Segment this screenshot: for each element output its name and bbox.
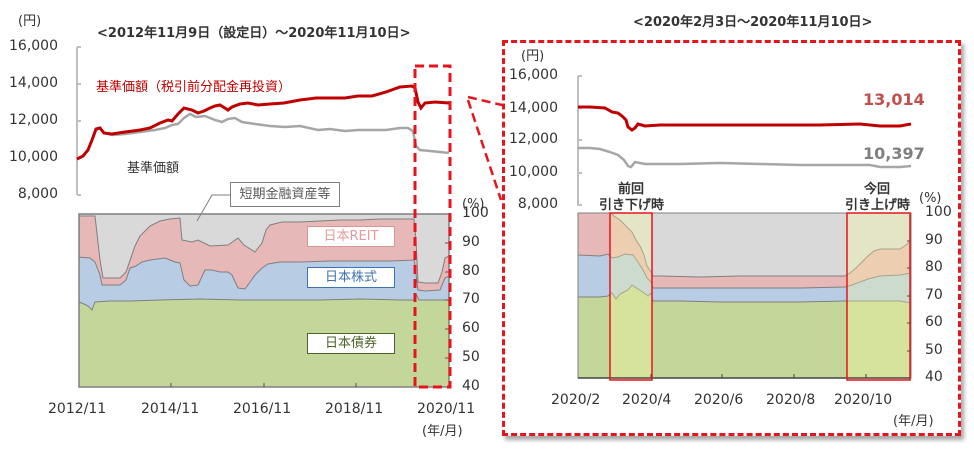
- left-x-tick: 2014/11: [141, 401, 200, 417]
- right-pct-tick: 60: [925, 314, 943, 330]
- right-pct-tick: 100: [925, 204, 952, 220]
- legend-short-term: 短期金融資産等: [230, 182, 340, 207]
- right-x-tick: 2020/2: [551, 392, 601, 408]
- right-price-unit: (円): [521, 49, 545, 64]
- left-x-tick: 2012/11: [48, 401, 107, 417]
- left-highlight-box: [413, 64, 452, 389]
- annotation-curr-line2: 引き上げ時: [845, 198, 911, 213]
- left-price-tick: 16,000: [9, 38, 58, 54]
- right-x-tick: 2020/8: [766, 392, 816, 408]
- right-nav-line: [578, 146, 912, 169]
- legend-bond: 日本債券: [307, 333, 395, 354]
- label-nav: 基準価額: [127, 161, 180, 176]
- right-price-tick: 12,000: [509, 131, 558, 147]
- right-x-tick: 2020/4: [622, 392, 672, 408]
- left-x-tick: 2018/11: [325, 401, 384, 417]
- right-price-tick: 16,000: [509, 67, 558, 83]
- legend-reit: 日本REIT: [307, 226, 395, 247]
- nav-reinvested-line: [76, 84, 450, 161]
- annotation-curr-line1: 今回: [864, 182, 891, 197]
- right-chart-title: <2020年2月3日～2020年11月10日>: [633, 15, 873, 30]
- left-pct-tick: 70: [462, 291, 480, 307]
- annotation-prev-line2: 引き下げ時: [599, 198, 665, 213]
- left-pct-tick: 40: [462, 378, 480, 394]
- right-pct-tick: 90: [925, 232, 943, 248]
- annotation-prev-line1: 前回: [618, 182, 645, 197]
- highlight-curr-box: [846, 212, 911, 381]
- right-pct-tick: 40: [925, 369, 943, 385]
- right-pct-tick: 80: [925, 259, 943, 275]
- left-x-tick: 2020/11: [417, 401, 476, 417]
- right-value-reinvested: 13,014: [863, 90, 925, 109]
- right-value-nav: 10,397: [863, 144, 925, 163]
- right-pct-unit: (%): [919, 191, 942, 206]
- left-pct-tick: 60: [462, 320, 480, 336]
- right-x-tick: 2020/6: [694, 392, 744, 408]
- left-pct-tick: 100: [462, 205, 489, 221]
- right-x-tick: 2020/10: [834, 392, 893, 408]
- left-pct-unit: (%): [462, 197, 485, 212]
- right-pct-tick: 50: [925, 342, 943, 358]
- legend-equity: 日本株式: [307, 267, 395, 288]
- right-x-unit: (年/月): [893, 414, 934, 429]
- left-pct-tick: 80: [462, 263, 480, 279]
- left-x-unit: (年/月): [422, 424, 463, 439]
- left-price-tick: 10,000: [9, 149, 58, 165]
- right-nav-reinvested-line: [578, 105, 912, 132]
- left-chart-title: <2012年11月9日（設定日）～2020年11月10日>: [97, 26, 411, 41]
- left-pct-tick: 90: [462, 234, 480, 250]
- right-pct-tick: 70: [925, 287, 943, 303]
- left-price-unit: (円): [18, 14, 42, 29]
- right-price-tick: 14,000: [509, 100, 558, 116]
- right-price-tick: 10,000: [509, 164, 558, 180]
- left-price-tick: 14,000: [9, 75, 58, 91]
- highlight-prev-box: [609, 212, 653, 381]
- right-price-tick: 8,000: [517, 196, 558, 212]
- left-x-tick: 2016/11: [233, 401, 292, 417]
- left-pct-tick: 50: [462, 349, 480, 365]
- left-price-tick: 12,000: [9, 112, 58, 128]
- label-nav-reinvested: 基準価額（税引前分配金再投資）: [96, 80, 292, 95]
- left-price-tick: 8,000: [17, 186, 58, 202]
